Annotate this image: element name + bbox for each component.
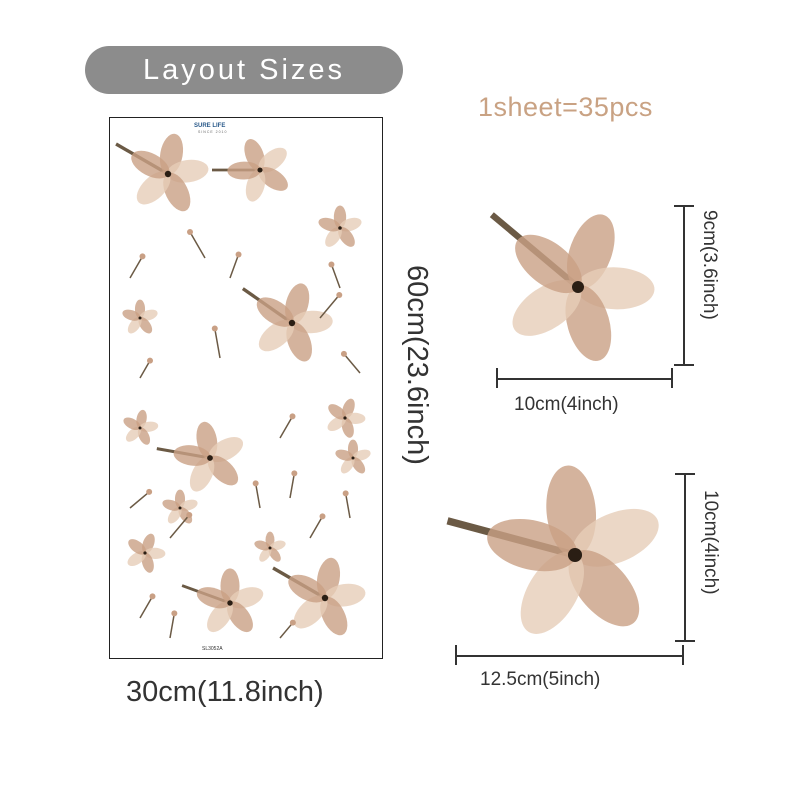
- bud: [211, 325, 218, 332]
- sample2-width-label: 12.5cm(5inch): [480, 669, 601, 690]
- sample1-width-tick: [671, 368, 673, 388]
- sprig: [330, 264, 341, 289]
- sprig: [309, 515, 324, 539]
- product-code: SL3052A: [202, 646, 223, 652]
- sprig: [139, 595, 154, 619]
- sprig: [214, 328, 221, 359]
- sprig: [343, 353, 361, 374]
- sprig: [129, 491, 150, 509]
- sheet-count: 1sheet=35pcs: [478, 92, 653, 122]
- bud: [147, 357, 153, 364]
- layout-sizes-badge: Layout Sizes: [85, 46, 403, 94]
- sheet-flowers: [115, 133, 371, 639]
- sprig: [129, 255, 144, 279]
- sprig: [319, 294, 340, 319]
- sample1-height-label: 9cm(3.6inch): [699, 210, 720, 320]
- bud: [186, 512, 193, 519]
- sprig: [289, 473, 296, 499]
- bud: [146, 488, 153, 495]
- sample1-width-tick: [496, 368, 498, 388]
- bud: [149, 593, 156, 600]
- sprig: [169, 613, 176, 639]
- sprig: [254, 483, 261, 509]
- sample2-width-line: [455, 655, 683, 657]
- flower: [123, 409, 159, 445]
- flower: [272, 557, 366, 636]
- sample1-width-label: 10cm(4inch): [514, 394, 619, 415]
- sheet-height-label: 60cm(23.6inch): [401, 265, 433, 465]
- sprig: [279, 622, 294, 639]
- flower: [446, 465, 659, 634]
- sprig: [139, 360, 151, 379]
- bud: [291, 470, 298, 477]
- bud: [340, 350, 347, 357]
- sample1-height-line: [683, 205, 685, 365]
- brand-since: SINCE 2010: [198, 130, 228, 134]
- bud: [319, 513, 326, 520]
- sample2-height-label: 10cm(4inch): [700, 490, 721, 595]
- flower: [156, 421, 244, 492]
- sample1-height-tick: [674, 364, 694, 366]
- sticker-sheet: SURE LIFE SINCE 2010 SL3052A: [109, 117, 383, 659]
- sample2-height-line: [684, 473, 686, 641]
- flower: [212, 139, 288, 202]
- brand-logo: SURE LIFE: [194, 123, 226, 129]
- sprig: [229, 254, 240, 279]
- sample1-height-tick: [674, 205, 694, 207]
- bud: [342, 490, 349, 497]
- flower: [489, 212, 655, 361]
- bud: [289, 619, 296, 626]
- bud: [328, 261, 335, 268]
- flower: [335, 439, 371, 474]
- sample2-height-tick: [675, 473, 695, 475]
- flower: [115, 133, 209, 212]
- sample2-width-tick: [682, 645, 684, 665]
- sample1-width-line: [496, 378, 672, 380]
- sheet-width-label: 30cm(11.8inch): [126, 676, 324, 708]
- sprig: [189, 231, 206, 259]
- bud: [139, 253, 146, 260]
- flower: [181, 568, 264, 633]
- flower: [327, 398, 366, 438]
- sample2-width-tick: [455, 645, 457, 665]
- flower: [318, 205, 362, 247]
- flower: [162, 489, 198, 524]
- flower: [122, 299, 158, 334]
- flower: [127, 533, 166, 573]
- sprig: [279, 415, 294, 439]
- sample2-height-tick: [675, 640, 695, 642]
- bud: [187, 229, 193, 236]
- bud: [336, 292, 343, 299]
- bud: [252, 480, 259, 487]
- bud: [289, 413, 296, 420]
- bud: [171, 610, 178, 617]
- flower: [254, 531, 286, 562]
- sprig: [344, 493, 351, 519]
- sprig: [169, 514, 190, 539]
- bud: [235, 251, 242, 258]
